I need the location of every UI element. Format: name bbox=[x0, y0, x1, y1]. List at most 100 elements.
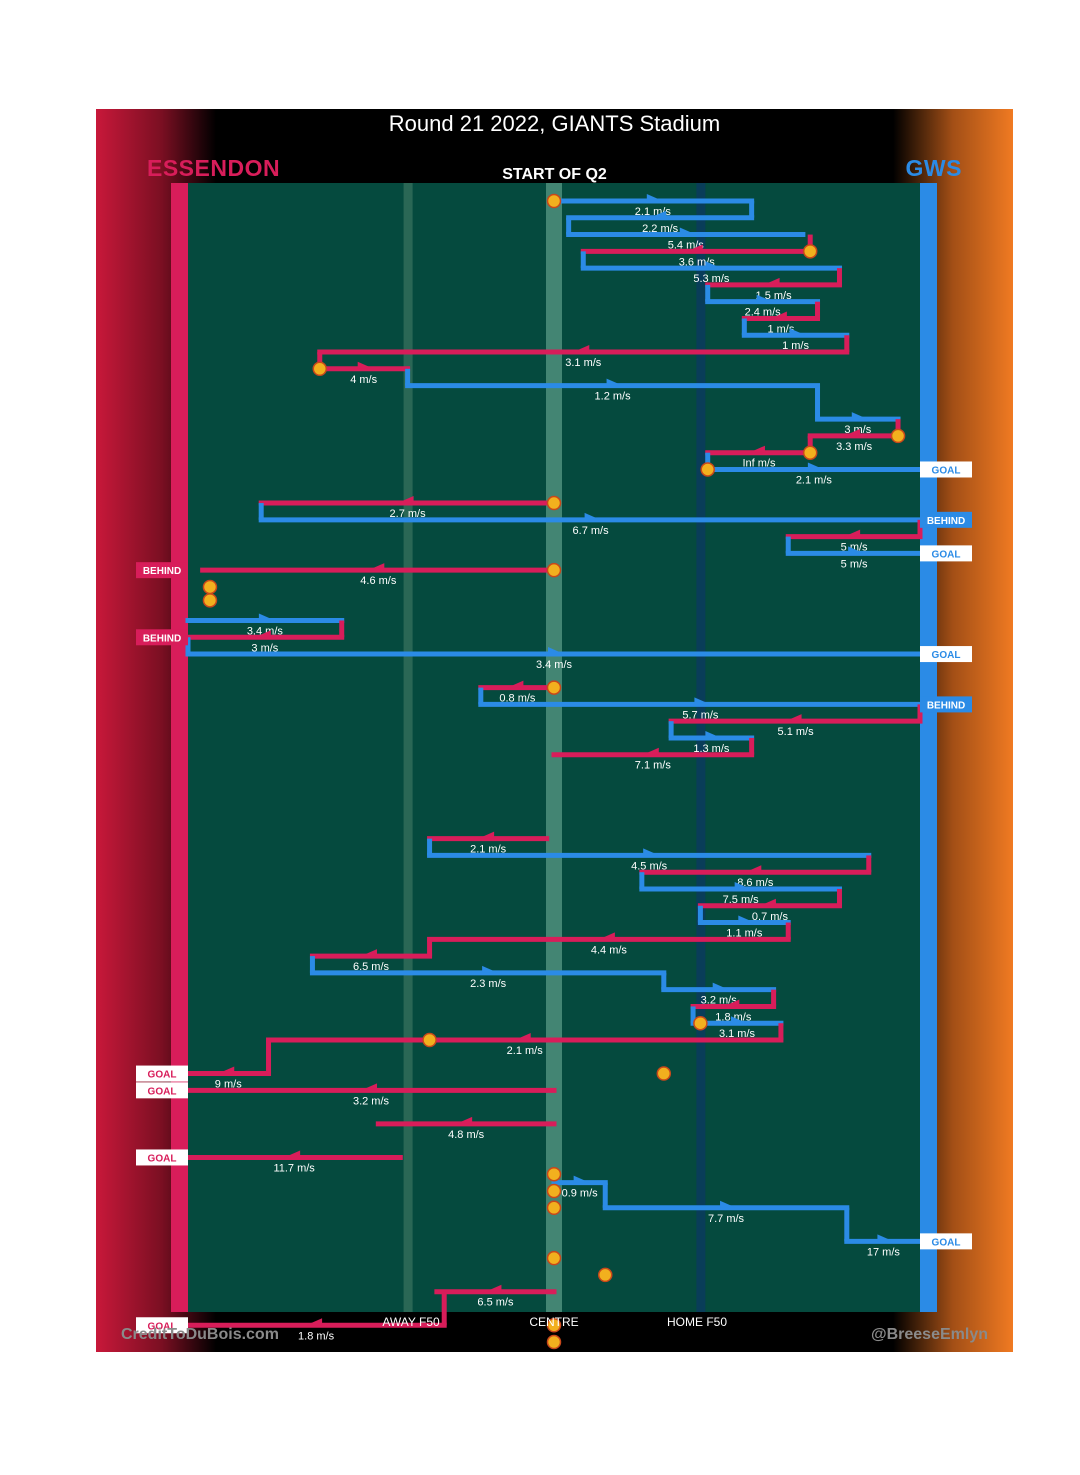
chain-segment-essendon: 8.6 m/s bbox=[639, 855, 872, 889]
zone-label-centre: CENTRE bbox=[529, 1315, 579, 1329]
direction-arrow bbox=[738, 915, 755, 923]
direction-arrow bbox=[723, 999, 740, 1007]
direction-arrow bbox=[642, 747, 659, 755]
direction-arrow bbox=[507, 680, 524, 688]
speed-label: 4.8 m/s bbox=[448, 1129, 485, 1141]
direction-arrow bbox=[785, 714, 802, 722]
stoppage-marker bbox=[597, 1267, 613, 1283]
direction-arrow bbox=[720, 1200, 737, 1208]
stoppage-marker bbox=[546, 1334, 562, 1350]
result-badge-box bbox=[920, 545, 972, 562]
speed-label: 11.7 m/s bbox=[273, 1162, 315, 1174]
result-badge: GOAL bbox=[136, 1149, 188, 1166]
chain-segment-essendon: 3.1 m/s bbox=[317, 335, 850, 369]
result-badge-box bbox=[136, 629, 188, 646]
chain-segment-gws: 2.2 m/s bbox=[566, 201, 755, 235]
ball-icon bbox=[546, 495, 562, 511]
speed-label: 4 m/s bbox=[350, 374, 377, 386]
result-badge-box bbox=[136, 1317, 188, 1334]
result-badge-label: GOAL bbox=[148, 1321, 177, 1332]
stoppage-marker bbox=[546, 1183, 562, 1199]
direction-arrow bbox=[705, 730, 722, 738]
chain-segment-gws: 6.7 m/s bbox=[258, 503, 923, 537]
direction-arrow bbox=[770, 311, 787, 319]
result-badge-box bbox=[920, 461, 972, 478]
direction-arrow bbox=[643, 848, 660, 856]
speed-label: 1.8 m/s bbox=[298, 1330, 335, 1342]
chart-title: Round 21 2022, GIANTS Stadium bbox=[388, 111, 721, 136]
speed-label: 3.2 m/s bbox=[701, 995, 738, 1007]
chain-segment-gws: 1.1 m/s bbox=[697, 905, 791, 940]
stoppage-marker bbox=[546, 1318, 562, 1333]
chain-segment-essendon: 4.8 m/s bbox=[375, 1116, 557, 1141]
speed-label: 2.1 m/s bbox=[507, 1045, 544, 1057]
speed-label: 6.7 m/s bbox=[573, 525, 610, 537]
direction-arrow bbox=[284, 1150, 301, 1158]
team-essendon-label: ESSENDON bbox=[147, 155, 281, 181]
chain-segment-essendon: 4.6 m/s bbox=[200, 563, 557, 587]
chain-segment-essendon: 7.1 m/s bbox=[551, 737, 755, 772]
chain-segment-essendon: 0.7 m/s bbox=[697, 888, 842, 923]
stoppage-marker bbox=[422, 1032, 437, 1048]
result-badge-label: BEHIND bbox=[143, 566, 181, 577]
direction-arrow bbox=[734, 881, 751, 889]
speed-label: 1 m/s bbox=[782, 340, 809, 352]
chain-segment-essendon: 5.1 m/s bbox=[668, 704, 923, 738]
direction-arrow bbox=[650, 210, 667, 218]
direction-arrow bbox=[606, 378, 623, 386]
direction-arrow bbox=[712, 982, 729, 990]
result-badge-box bbox=[136, 562, 188, 579]
stoppage-marker bbox=[700, 462, 715, 477]
essendon-goal-bar bbox=[171, 183, 188, 1312]
speed-label: 3.1 m/s bbox=[719, 1028, 756, 1040]
result-badge-label: GOAL bbox=[148, 1153, 177, 1164]
speed-label: 5.3 m/s bbox=[693, 273, 730, 285]
speed-label: 7.7 m/s bbox=[708, 1213, 745, 1225]
stoppage-marker bbox=[656, 1066, 672, 1081]
direction-arrow bbox=[844, 529, 861, 537]
chain-segment-essendon: 4.4 m/s bbox=[427, 922, 791, 956]
chain-segment-gws: 2.1 m/s bbox=[551, 194, 755, 218]
speed-label: 0.9 m/s bbox=[562, 1188, 599, 1200]
speed-label: 3.4 m/s bbox=[536, 659, 573, 671]
direction-arrow bbox=[679, 227, 696, 235]
stoppage-marker bbox=[312, 361, 328, 377]
speed-label: 6.5 m/s bbox=[353, 961, 390, 973]
chain-segment-gws: 3.4 m/s bbox=[185, 637, 923, 671]
chain-segment-gws: 5.4 m/s bbox=[566, 217, 806, 252]
direction-arrow bbox=[745, 865, 762, 873]
direction-arrow bbox=[368, 563, 385, 571]
result-badge-label: GOAL bbox=[932, 549, 961, 560]
speed-label: 1.1 m/s bbox=[726, 928, 763, 940]
ball-icon bbox=[312, 361, 328, 377]
result-badge-label: GOAL bbox=[932, 650, 961, 661]
direction-arrow bbox=[485, 1284, 502, 1292]
ball-icon bbox=[546, 193, 562, 209]
direction-arrow bbox=[361, 1083, 377, 1091]
chain-segment-gws: 5.3 m/s bbox=[580, 251, 842, 285]
direction-arrow bbox=[759, 898, 776, 906]
speed-label: 2.1 m/s bbox=[470, 844, 507, 856]
direction-arrow bbox=[573, 1175, 590, 1183]
direction-arrow bbox=[848, 546, 865, 554]
result-badge: GOAL bbox=[136, 1082, 188, 1099]
speed-label: 4.5 m/s bbox=[631, 860, 668, 872]
result-badge-label: BEHIND bbox=[143, 633, 181, 644]
chain-segment-essendon: 3.2 m/s bbox=[185, 1083, 557, 1107]
stoppage-marker bbox=[546, 1250, 562, 1266]
direction-arrow bbox=[851, 412, 868, 420]
ball-icon bbox=[546, 1200, 562, 1216]
ball-icon bbox=[890, 428, 906, 444]
ball-icon bbox=[700, 462, 715, 477]
chain-segment-gws: 2.4 m/s bbox=[705, 284, 821, 319]
ball-icon bbox=[693, 1015, 708, 1031]
stoppage-marker bbox=[202, 593, 218, 608]
stoppage-marker bbox=[802, 244, 818, 259]
quarter-label: START OF Q2 bbox=[502, 166, 607, 183]
away-f50-zone-line bbox=[403, 183, 413, 1312]
ball-icon bbox=[802, 445, 818, 460]
chain-segment-essendon: 11.7 m/s bbox=[185, 1150, 403, 1174]
centre-zone-line bbox=[546, 183, 562, 1312]
team-gws-label: GWS bbox=[905, 155, 962, 181]
speed-label: 3 m/s bbox=[251, 642, 278, 654]
